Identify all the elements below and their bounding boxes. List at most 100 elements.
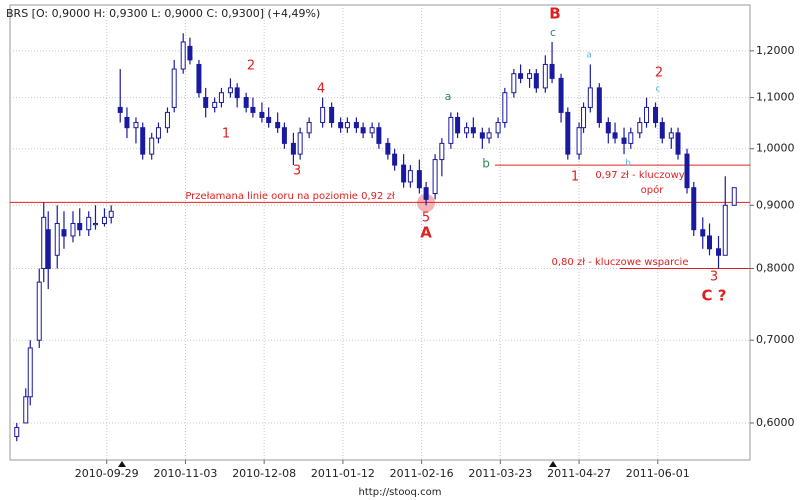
body (203, 97, 209, 108)
y-tick-label: 0,9000 (756, 198, 795, 211)
body (70, 222, 76, 237)
body (707, 235, 713, 250)
body (360, 127, 366, 134)
body (612, 132, 618, 139)
y-tick-label: 0,7000 (756, 333, 795, 346)
annotation: opór (641, 184, 665, 196)
body (549, 63, 555, 79)
annotation: A (420, 224, 432, 242)
body (533, 73, 539, 89)
body (320, 106, 326, 124)
body (281, 127, 287, 144)
x-tick-label: 2011-02-16 (390, 467, 454, 480)
body (675, 132, 681, 155)
annotation: a (445, 90, 452, 103)
body (227, 87, 233, 94)
body (54, 222, 60, 256)
y-tick-label: 1,0000 (756, 142, 795, 155)
body (518, 73, 524, 79)
body (155, 127, 161, 139)
y-tick-label: 0,6000 (756, 416, 795, 429)
body (565, 111, 571, 155)
body (495, 122, 501, 134)
body (117, 106, 123, 113)
annotation: 0,97 zł - kluczowy (595, 170, 684, 181)
body (455, 116, 461, 134)
body (23, 396, 29, 424)
body (297, 132, 303, 155)
body (14, 426, 20, 438)
body (731, 187, 737, 206)
body (668, 132, 674, 139)
body (164, 111, 170, 129)
annotation: 2 (247, 59, 255, 74)
body (108, 210, 114, 218)
body (275, 122, 281, 129)
annotation: B (549, 5, 560, 23)
annotation: a (586, 51, 592, 61)
y-tick-label: 1,1000 (756, 91, 795, 104)
body (41, 216, 47, 270)
annotation: c (550, 26, 556, 39)
annotation: 1 (571, 170, 579, 185)
x-tick-label: 2011-03-23 (468, 467, 532, 480)
body (101, 216, 107, 224)
x-tick-label: 2010-11-03 (153, 467, 217, 480)
body (369, 127, 375, 134)
y-tick-label: 1,2000 (756, 44, 795, 57)
body (596, 87, 602, 124)
body (700, 229, 706, 237)
annotation: 4 (317, 82, 325, 97)
chart-title: BRS [O: 0,9000 H: 0,9300 L: 0,9000 C: 0,… (6, 7, 320, 20)
annotation: b (482, 157, 490, 171)
body (716, 248, 722, 256)
footer: http://stooq.com (359, 487, 442, 498)
body (259, 111, 265, 118)
body (243, 97, 249, 108)
body (621, 137, 627, 144)
x-tick-label: 2011-01-12 (311, 467, 375, 480)
body (439, 142, 445, 161)
annotation: 5 (422, 211, 430, 226)
body (250, 106, 256, 113)
body (464, 127, 470, 134)
annotation: 0,80 zł - kluczowe wsparcie (552, 257, 689, 268)
body (576, 127, 582, 155)
body (180, 41, 186, 70)
body (149, 137, 155, 155)
body (353, 122, 359, 129)
body (392, 153, 398, 166)
body (423, 187, 429, 200)
body (124, 116, 130, 129)
x-tick-label: 2011-06-01 (626, 467, 690, 480)
body (542, 63, 548, 89)
annotation: 1 (222, 127, 230, 142)
body (432, 159, 438, 194)
body (234, 87, 240, 99)
body (581, 106, 587, 129)
plot-frame (9, 4, 751, 461)
body (218, 92, 224, 103)
body (659, 122, 665, 139)
annotation: C ? (702, 287, 727, 305)
body (329, 106, 335, 124)
x-tick-label: 2010-12-08 (232, 467, 296, 480)
body (77, 222, 83, 231)
body (448, 116, 454, 144)
body (45, 229, 51, 270)
x-tick-label: 2011-04-27 (547, 467, 611, 480)
body (171, 68, 177, 108)
annotation: 3 (710, 270, 718, 285)
body (344, 122, 350, 129)
body (502, 92, 508, 124)
body (306, 122, 312, 134)
annotation: 3 (293, 164, 301, 179)
marker (549, 461, 557, 467)
body (605, 122, 611, 134)
body (401, 164, 407, 183)
body (691, 187, 697, 231)
body (27, 347, 33, 398)
body (644, 106, 650, 124)
